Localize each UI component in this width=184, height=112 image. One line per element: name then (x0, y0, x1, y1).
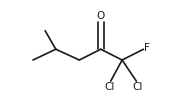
Text: Cl: Cl (104, 82, 114, 92)
Text: Cl: Cl (133, 82, 143, 92)
Text: O: O (97, 11, 105, 21)
Text: F: F (144, 43, 150, 53)
